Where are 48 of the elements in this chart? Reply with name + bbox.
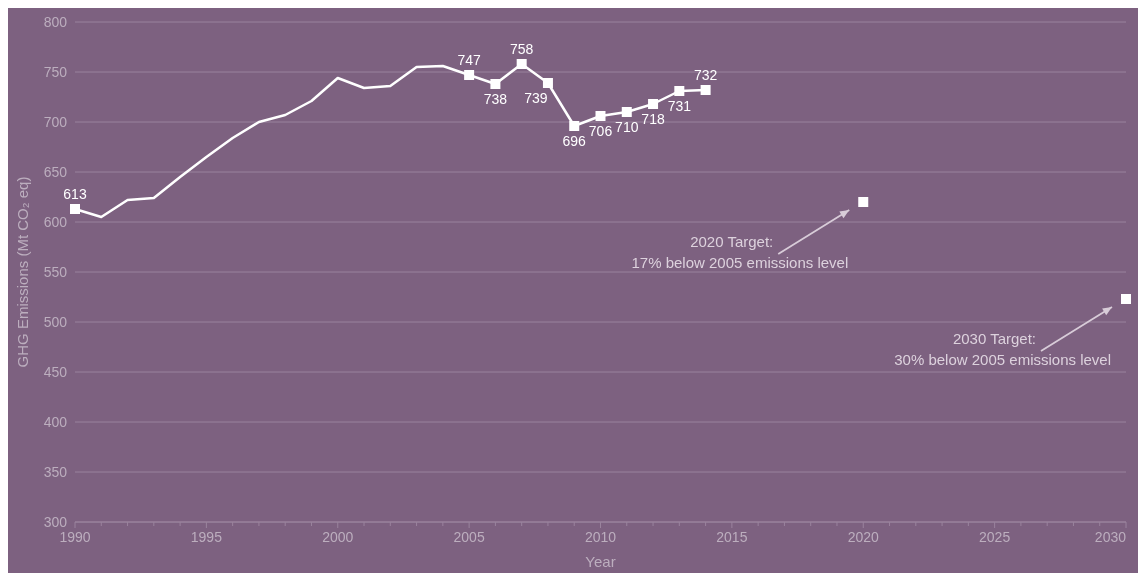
point	[1121, 294, 1131, 304]
data-label: 696	[562, 133, 587, 149]
data-label: 747	[457, 52, 482, 68]
point	[674, 86, 685, 96]
y-tick-label: 450	[43, 364, 68, 380]
y-tick-label: 600	[43, 214, 68, 230]
data-label: 738	[483, 91, 508, 107]
point	[858, 197, 869, 207]
x-tick-label: 1995	[190, 529, 223, 545]
x-tick-label: 2000	[322, 529, 354, 545]
x-axis-title: Year	[585, 553, 616, 570]
x-tick-label: 2030	[1094, 529, 1127, 545]
point	[621, 107, 632, 117]
data-label: 718	[641, 111, 665, 127]
y-tick-label: 650	[43, 164, 68, 180]
point	[464, 70, 475, 80]
y-tick-label: 800	[43, 14, 68, 30]
point	[516, 59, 527, 69]
y-tick-label: 700	[43, 114, 68, 130]
y-tick-label: 500	[43, 314, 68, 330]
point	[595, 111, 606, 121]
data-label: 758	[510, 41, 534, 57]
point	[700, 85, 711, 95]
point	[542, 78, 553, 88]
x-tick-label: 2005	[453, 529, 485, 545]
annotation: 2030 Target: 30% below 2005 emissions level	[894, 330, 1111, 368]
x-tick-label: 2025	[979, 529, 1011, 545]
point	[490, 79, 501, 89]
data-label: 710	[615, 119, 639, 135]
x-tick-label: 1990	[59, 529, 91, 545]
point	[70, 204, 80, 214]
y-tick-label: 350	[43, 464, 68, 480]
y-tick-label: 750	[43, 64, 68, 80]
x-tick-label: 2015	[716, 529, 748, 545]
x-tick-label: 2010	[584, 529, 617, 545]
point	[648, 99, 659, 109]
point	[569, 121, 580, 131]
y-tick-label: 550	[43, 264, 68, 280]
data-label: 739	[524, 90, 548, 106]
x-tick-label: 2020	[847, 529, 880, 545]
annotation: 2020 Target: 17% below 2005 emissions level	[631, 233, 849, 271]
y-tick-label: 400	[43, 414, 68, 430]
data-label: 613	[63, 186, 87, 202]
data-label: 731	[667, 98, 692, 114]
y-axis-title: GHG Emissions (Mt CO₂ eq)	[14, 176, 31, 368]
data-label: 732	[693, 67, 718, 83]
data-label: 706	[588, 123, 613, 139]
y-tick-label: 300	[43, 514, 68, 530]
